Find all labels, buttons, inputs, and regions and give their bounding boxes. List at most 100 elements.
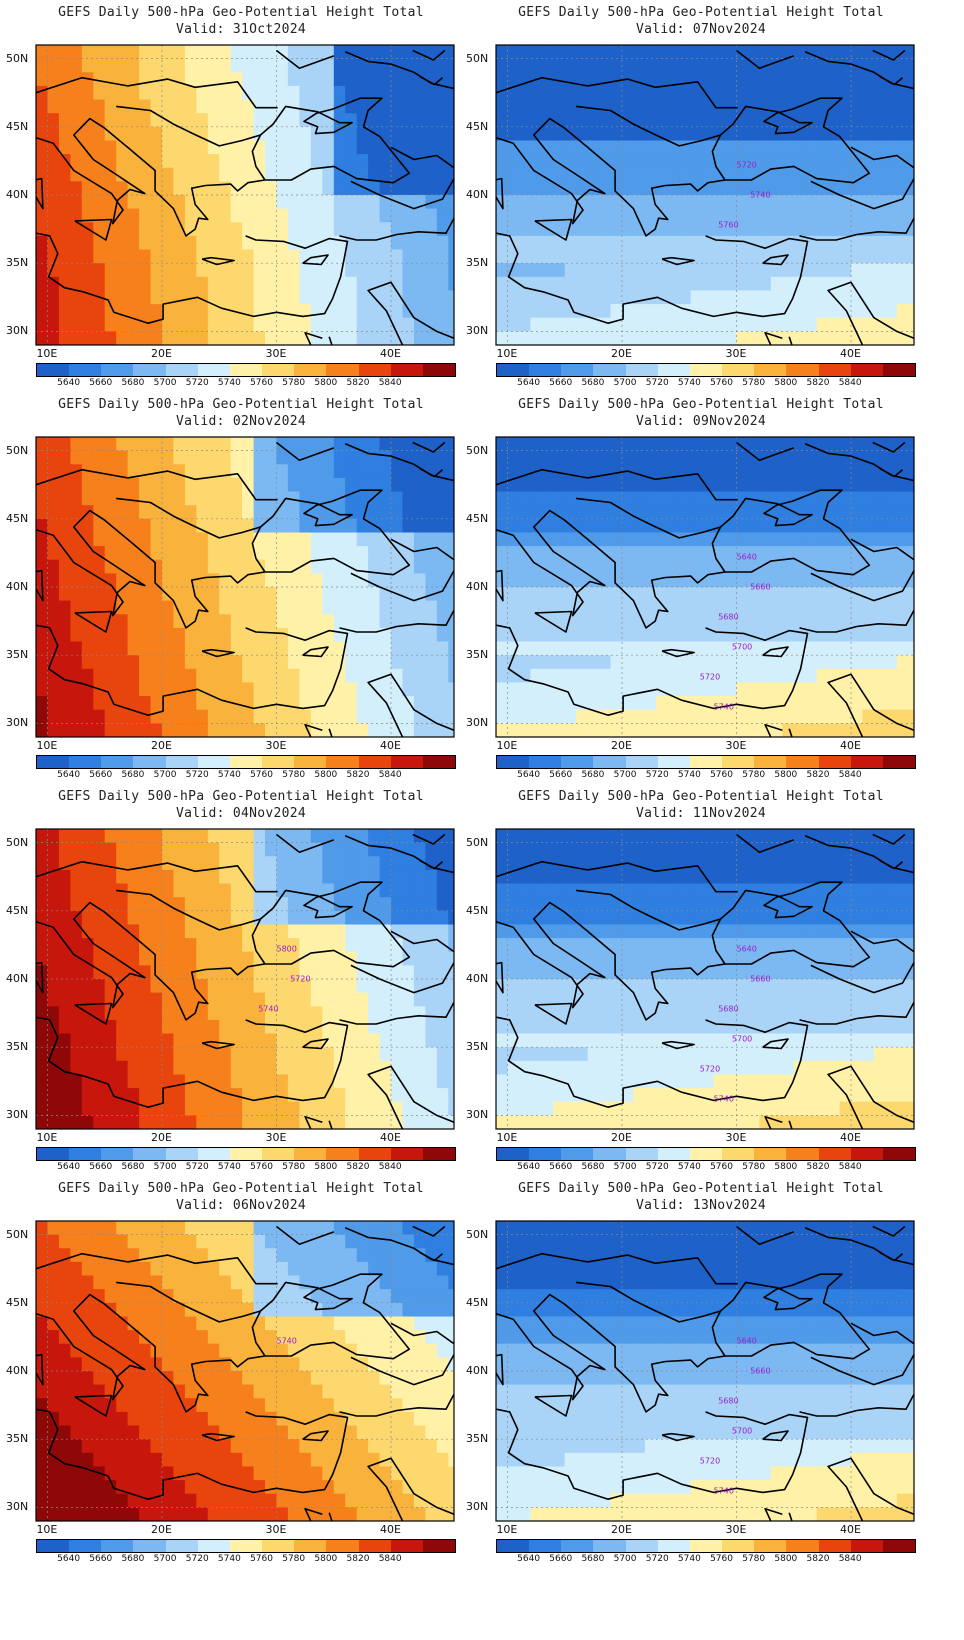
height-cell (333, 450, 346, 465)
height-cell (104, 477, 117, 493)
height-cell (553, 842, 566, 857)
height-cell (770, 587, 783, 602)
height-cell (70, 573, 83, 588)
height-cell (36, 641, 49, 656)
height-cell (587, 276, 600, 291)
height-cell (322, 58, 335, 73)
height-cell (736, 696, 749, 711)
height-cell (530, 965, 543, 980)
height-cell (679, 290, 692, 305)
height-cell (828, 208, 841, 223)
height-cell (184, 208, 197, 223)
height-cell (139, 897, 152, 912)
height-cell (47, 113, 60, 128)
height-cell (873, 924, 886, 939)
height-cell (530, 208, 543, 223)
height-cell (885, 276, 898, 291)
height-cell (81, 491, 94, 506)
height-cell (908, 477, 914, 493)
height-cell (805, 682, 818, 697)
height-cell (70, 869, 83, 885)
height-cell (587, 58, 600, 73)
height-cell (265, 235, 278, 251)
height-cell (413, 1101, 426, 1116)
height-cell (702, 85, 715, 101)
colorbar-label: 5700 (613, 378, 637, 388)
height-cell (599, 979, 612, 994)
height-cell (322, 167, 335, 182)
height-cell (276, 113, 289, 128)
height-cell (725, 477, 738, 493)
height-cell (839, 290, 852, 305)
height-cell (322, 965, 335, 980)
height-cell (287, 532, 300, 547)
height-cell (873, 167, 886, 182)
height-cell (150, 290, 163, 305)
height-cell (736, 235, 749, 251)
height-cell (747, 546, 760, 561)
height-cell (725, 450, 738, 465)
height-cell (36, 464, 49, 479)
height-cell (333, 979, 346, 994)
height-cell (713, 682, 726, 697)
height-cell (36, 208, 49, 223)
height-cell (47, 559, 60, 574)
height-cell (310, 222, 323, 237)
height-cell (633, 331, 646, 345)
height-cell (839, 518, 852, 533)
height-cell (713, 614, 726, 629)
height-cell (507, 195, 520, 210)
height-cell (81, 304, 94, 319)
height-cell (576, 910, 589, 925)
height-cell (587, 167, 600, 182)
height-cell (402, 641, 415, 656)
height-cell (207, 842, 220, 857)
height-cell (116, 1101, 129, 1116)
height-cell (518, 979, 531, 994)
height-cell (908, 464, 914, 479)
height-cell (93, 276, 106, 291)
height-cell (276, 491, 289, 506)
height-cell (622, 532, 635, 547)
height-cell (276, 464, 289, 479)
height-cell (747, 897, 760, 912)
height-cell (81, 924, 94, 939)
lat-tick-label: 40N (466, 580, 489, 593)
height-cell (885, 696, 898, 711)
height-cell (759, 1006, 772, 1021)
height-cell (402, 99, 415, 114)
height-cell (379, 627, 392, 643)
height-cell (587, 99, 600, 114)
height-cell (587, 869, 600, 885)
height-cell (793, 655, 806, 670)
height-cell (379, 1115, 392, 1129)
height-cell (287, 208, 300, 223)
height-cell (173, 113, 186, 128)
height-cell (448, 682, 454, 697)
height-cell (265, 627, 278, 643)
coastline (201, 648, 235, 658)
colorbar-swatch (390, 364, 423, 376)
height-cell (58, 491, 71, 506)
height-cell (564, 897, 577, 912)
height-cell (230, 1088, 243, 1103)
height-cell (173, 587, 186, 602)
height-cell (782, 317, 795, 332)
height-cell (81, 883, 94, 898)
colorbar-swatch (37, 756, 70, 768)
height-cell (679, 518, 692, 533)
height-cell (541, 450, 554, 465)
height-cell (816, 477, 829, 493)
height-cell (368, 869, 381, 885)
height-cell (116, 154, 129, 169)
panel-title: GEFS Daily 500-hPa Geo-Potential Height … (518, 397, 884, 412)
colorbar-swatch (358, 1148, 391, 1160)
height-cell (230, 655, 243, 670)
height-cell (345, 723, 358, 737)
height-cell (196, 505, 209, 520)
height-cell (816, 829, 829, 844)
height-cell (839, 167, 852, 182)
height-cell (656, 99, 669, 114)
contour-label: 5740 (750, 191, 770, 200)
height-cell (759, 317, 772, 332)
